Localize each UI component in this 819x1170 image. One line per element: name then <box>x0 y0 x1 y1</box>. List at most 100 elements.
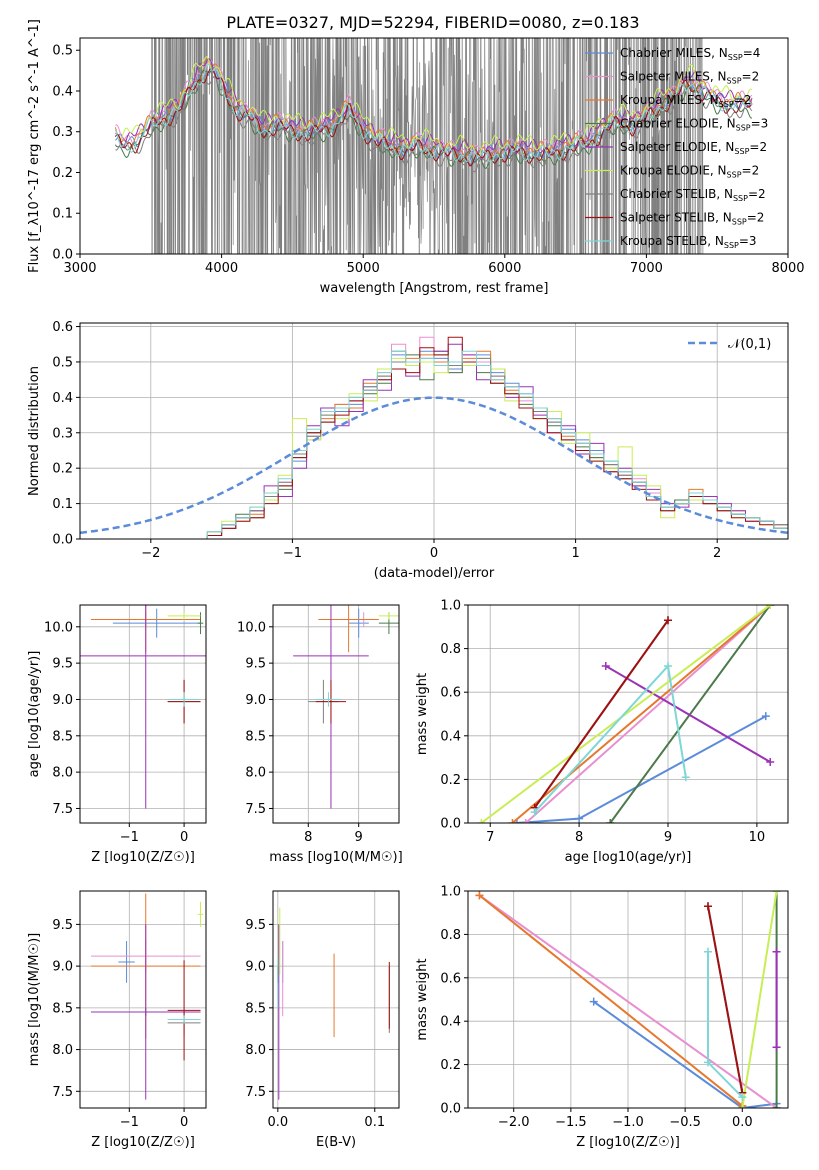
axes-frame <box>467 890 789 1109</box>
y-tick-label: 9.0 <box>52 693 73 708</box>
x-axis-label: Z [log10(Z/Z☉)] <box>91 1135 195 1150</box>
legend-value: =2 <box>749 140 767 154</box>
plot-area <box>477 605 775 823</box>
data-point <box>772 1043 781 1052</box>
data-point <box>601 662 610 671</box>
y-tick-label: 9.0 <box>245 960 266 975</box>
data-point <box>704 902 712 911</box>
x-tick-label: −1.5 <box>555 1115 587 1130</box>
data-point <box>738 1093 747 1102</box>
series-chabrier-elodie <box>606 605 775 823</box>
legend-label: Kroupa ELODIE, NSSP=2 <box>620 164 759 180</box>
x-tick-label: 9 <box>355 830 363 845</box>
histogram-salpeter-stelib <box>206 336 788 539</box>
y-tick-label: 7.5 <box>52 1085 73 1100</box>
data-point <box>606 819 615 823</box>
series-kroupa-stelib <box>704 947 747 1102</box>
x-tick-label: 0.1 <box>364 1115 385 1130</box>
legend-label: Salpeter ELODIE, NSSP=2 <box>620 140 767 156</box>
x-axis-label: mass [log10(M/M☉)] <box>269 850 402 865</box>
data-point <box>772 1104 781 1108</box>
y-tick-label: 8.0 <box>52 1043 73 1058</box>
plot-area <box>475 891 781 1108</box>
x-tick-label: 0.0 <box>268 1115 289 1130</box>
y-axis-label: Normed distribution <box>27 366 42 496</box>
x-tick-label: −1 <box>283 546 302 561</box>
errorbar-chabrier-miles <box>118 941 135 983</box>
y-tick-label: 0.5 <box>52 355 73 370</box>
data-point <box>475 891 484 900</box>
x-tick-label: 1 <box>571 546 579 561</box>
y-tick-label: 0.6 <box>52 320 73 335</box>
y-tick-label: 0.3 <box>52 125 73 140</box>
y-tick-label: 7.5 <box>52 802 73 817</box>
series-line <box>707 951 744 1098</box>
y-tick-label: 8.0 <box>52 766 73 781</box>
series-kroupa-miles <box>475 891 747 1108</box>
legend-value: =2 <box>747 211 765 225</box>
x-tick-label: 2 <box>713 546 721 561</box>
histogram-chabrier-stelib <box>206 354 788 539</box>
errorbar-kroupa-elodie <box>197 901 204 927</box>
x-tick-label: 3000 <box>63 261 96 276</box>
plot-area <box>80 605 206 809</box>
x-axis-label: (data-model)/error <box>374 566 495 581</box>
model-spectrum-kroupa-stelib <box>114 63 753 163</box>
data-point <box>589 997 598 1006</box>
errorbar-chabrier-miles <box>112 608 201 638</box>
y-tick-label: 8.5 <box>52 729 73 744</box>
errorbar-salpeter-elodie <box>293 605 369 809</box>
data-point <box>664 616 672 625</box>
y-axis-label: mass weight <box>415 958 430 1040</box>
normal-curve <box>80 396 788 535</box>
y-tick-label: 8.0 <box>245 1043 266 1058</box>
figure-title: PLATE=0327, MJD=52294, FIBERID=0080, z=0… <box>226 13 639 32</box>
x-tick-label: −1.0 <box>612 1115 644 1130</box>
x-axis-label: wavelength [Angstrom, rest frame] <box>320 281 549 296</box>
y-tick-label: 8.5 <box>245 1001 266 1016</box>
y-axis-label: age [log10(age/yr)] <box>27 651 42 778</box>
x-axis-label: age [log10(age/yr)] <box>565 850 692 865</box>
axes-frame <box>272 890 400 1109</box>
y-tick-label: 0.8 <box>440 642 461 657</box>
data-point <box>530 808 539 817</box>
series-line <box>478 894 743 1107</box>
histogram-salpeter-miles <box>206 336 788 539</box>
plot-area <box>114 38 753 254</box>
series-line <box>516 715 767 823</box>
y-tick-label: 0.3 <box>52 426 73 441</box>
gridlines <box>273 891 399 1108</box>
x-tick-label: 8 <box>575 830 583 845</box>
x-tick-label: 0 <box>430 546 438 561</box>
data-point <box>772 891 781 895</box>
data-point <box>508 819 517 823</box>
series-line <box>511 605 771 823</box>
legend-label: 𝒩(0,1) <box>728 337 771 352</box>
x-tick-label: 8000 <box>771 261 804 276</box>
plot-area <box>90 893 204 1100</box>
data-point <box>738 1104 747 1108</box>
axes-frame <box>79 604 207 824</box>
series-kroupa-elodie <box>477 605 775 823</box>
errorbar-chabrier-miles <box>348 608 369 638</box>
axes-frame <box>467 604 789 824</box>
x-tick-label: 4000 <box>205 261 238 276</box>
y-tick-label: 0.6 <box>440 971 461 986</box>
x-tick-label: 6000 <box>488 261 521 276</box>
x-axis-label: Z [log10(Z/Z☉)] <box>91 850 195 865</box>
y-tick-label: 0.2 <box>52 166 73 181</box>
legend-value: =3 <box>739 234 757 248</box>
subscript: SSP <box>727 171 742 180</box>
x-tick-label: −0.5 <box>669 1115 701 1130</box>
x-tick-label: 0 <box>180 1115 188 1130</box>
y-tick-label: 8.0 <box>245 766 266 781</box>
series-salpeter-stelib <box>704 902 747 1097</box>
histogram-kroupa-stelib <box>206 350 788 539</box>
x-tick-label: 10 <box>749 830 766 845</box>
errorbar-kroupa-miles <box>318 605 379 653</box>
gridlines <box>468 604 788 824</box>
observed-spectrum <box>151 38 704 254</box>
y-tick-label: 0.4 <box>52 84 73 99</box>
legend-label: Chabrier ELODIE, NSSP=3 <box>620 117 768 133</box>
